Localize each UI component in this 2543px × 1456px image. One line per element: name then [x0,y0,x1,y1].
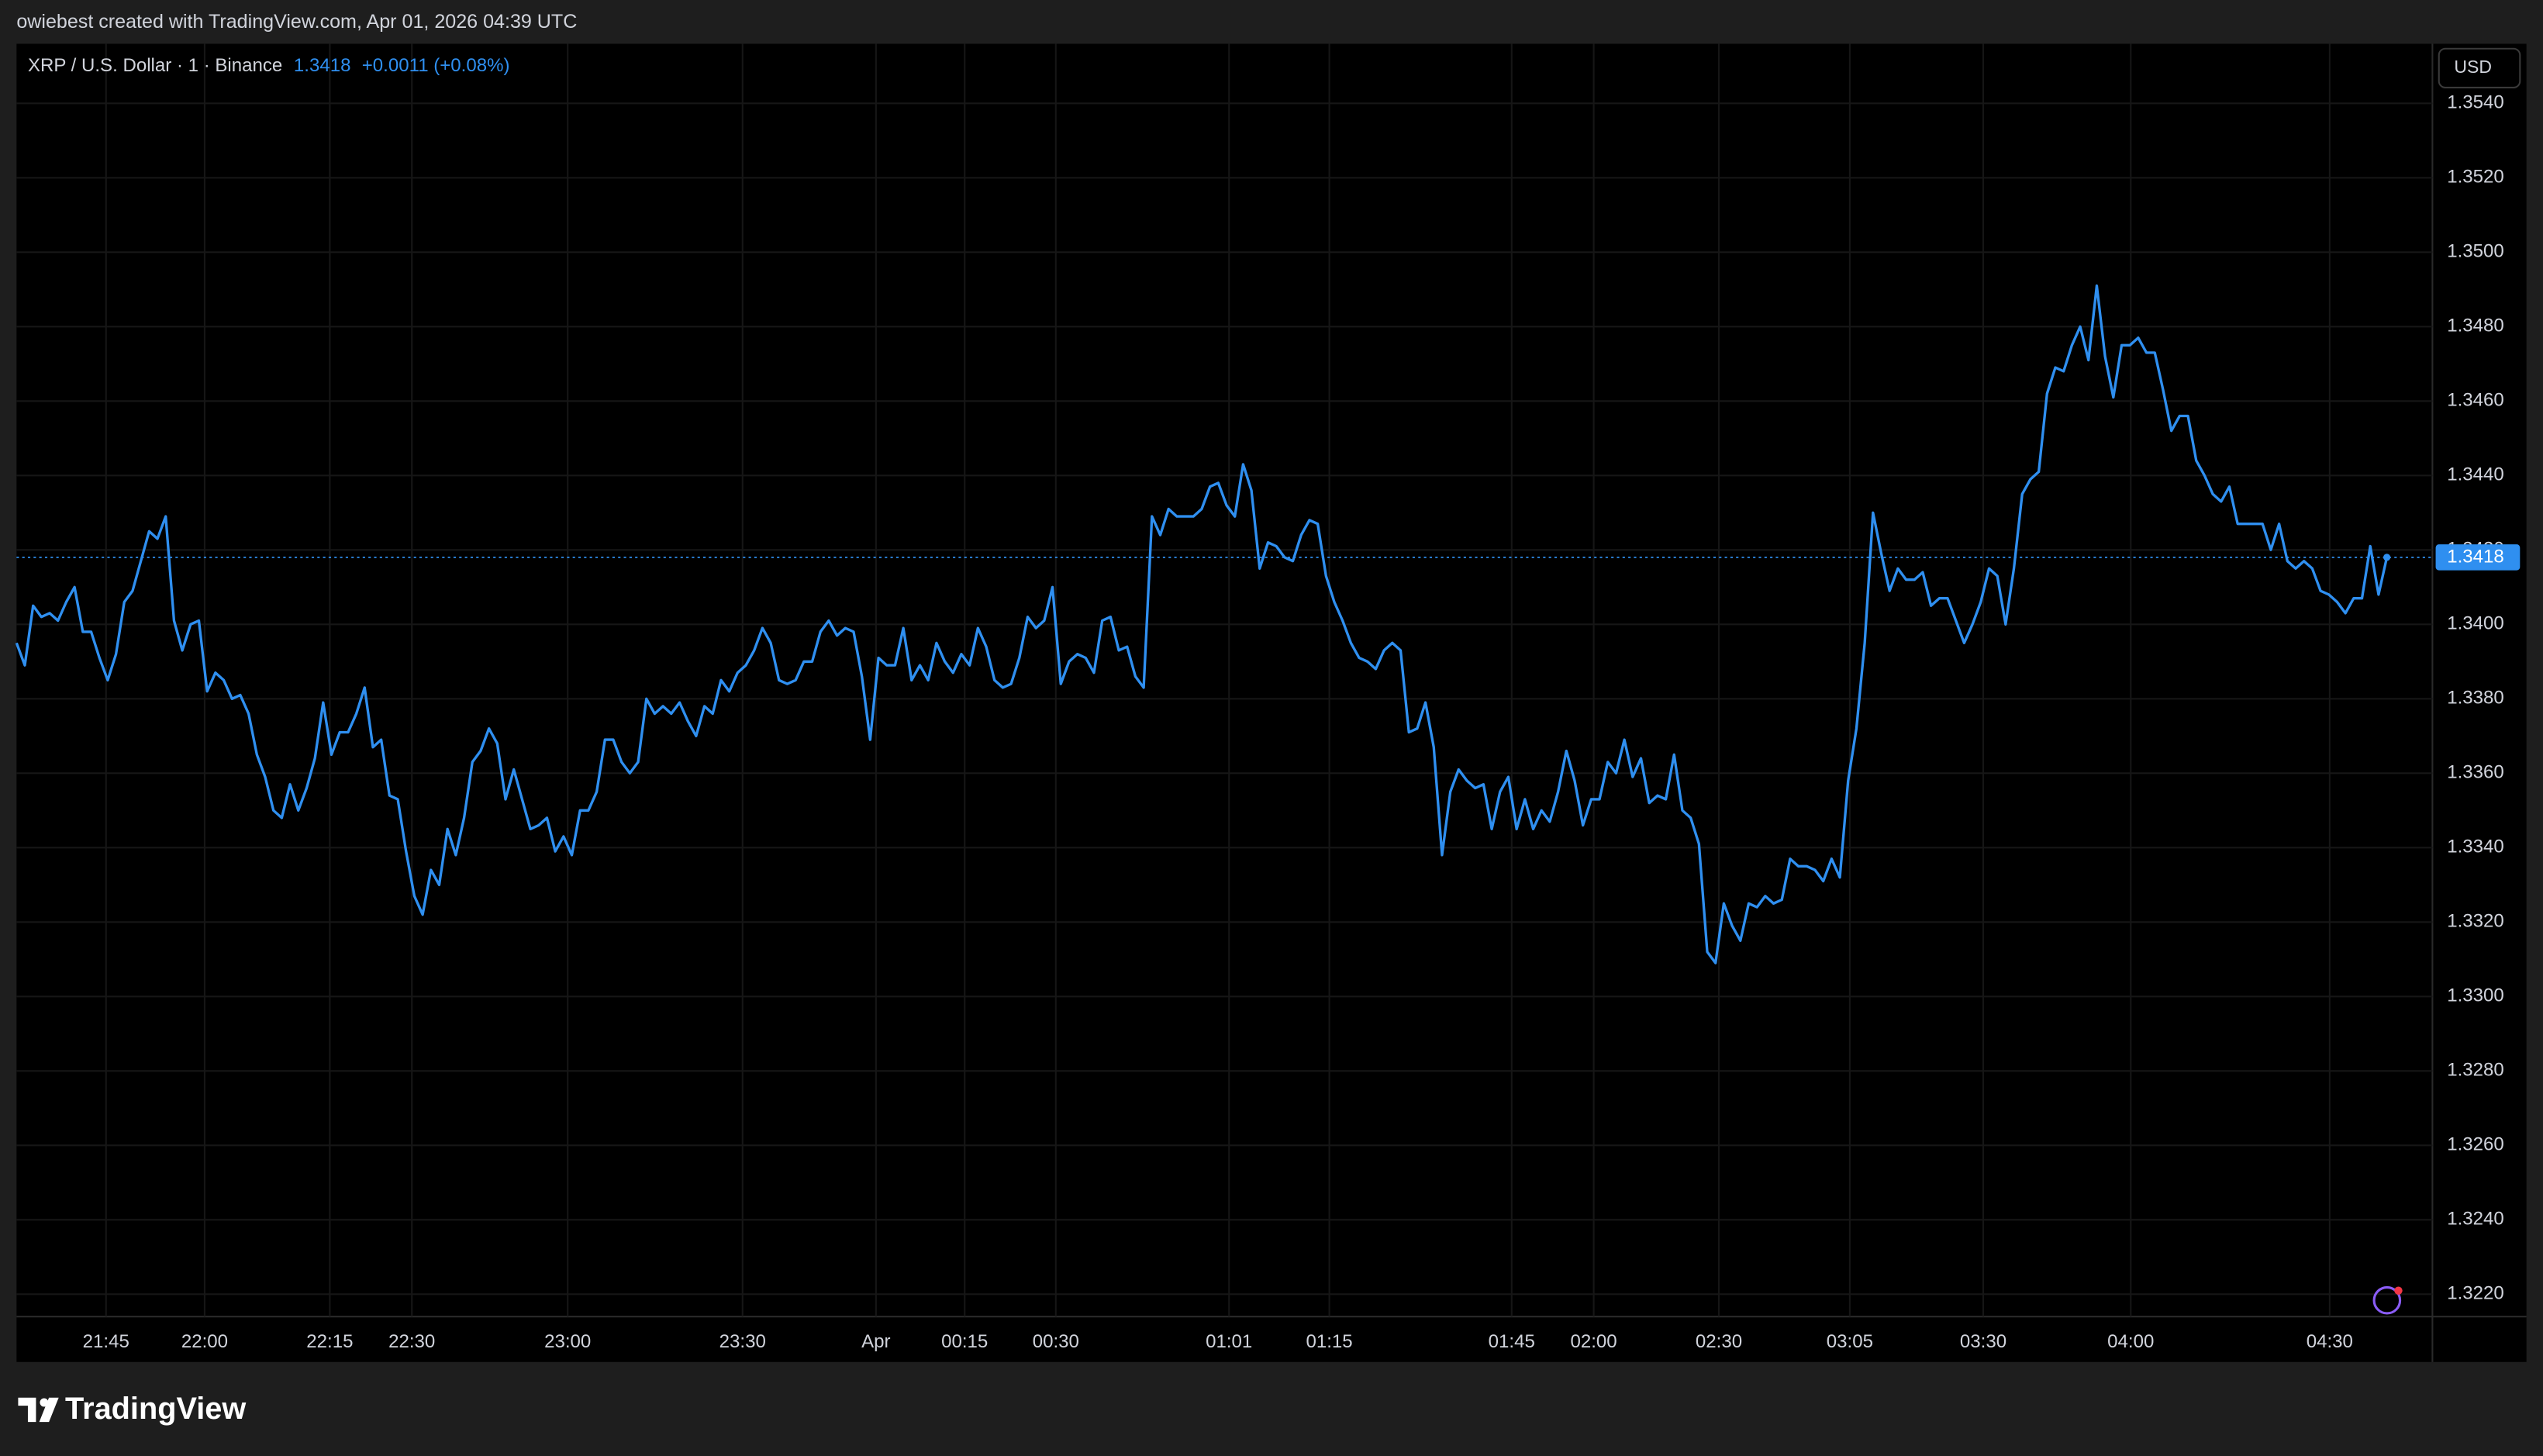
x-tick-label: 02:00 [1570,1331,1617,1352]
icon-ring[interactable] [2372,1285,2402,1315]
y-tick-label: 1.3400 [2447,613,2504,634]
x-tick-label: 01:45 [1489,1331,1535,1352]
last-point [2383,554,2391,561]
x-tick-label: 22:30 [388,1331,435,1352]
y-tick-label: 1.3500 [2447,241,2504,262]
icon-dot[interactable] [2394,1286,2403,1295]
x-tick-label: 01:01 [1206,1331,1252,1352]
price-tag [2435,544,2521,571]
y-tick-label: 1.3300 [2447,985,2504,1006]
x-tick-label: 21:45 [83,1331,129,1352]
y-tick-label: 1.3280 [2447,1060,2504,1081]
last-price: 1.3418 [294,55,351,76]
y-tick-label: 1.3260 [2447,1134,2504,1155]
y-tick-label: 1.3460 [2447,390,2504,411]
price-tag-label: 1.3418 [2447,546,2504,567]
x-tick-label: 22:15 [306,1331,353,1352]
currency-button[interactable] [2438,47,2521,88]
x-tick-label: 23:30 [719,1331,766,1352]
y-tick-label: 1.3360 [2447,762,2504,783]
x-tick-label: Apr [861,1331,890,1352]
price-line [15,284,2389,964]
assistant-icon[interactable] [2372,1285,2403,1315]
currency-label[interactable]: USD [2454,57,2492,77]
x-tick-label: 04:30 [2307,1331,2353,1352]
y-tick-label: 1.3220 [2447,1283,2504,1304]
x-tick-label: 01:15 [1306,1331,1352,1352]
symbol-title: XRP / U.S. Dollar · 1 · Binance [28,55,282,76]
x-tick-label: 02:30 [1696,1331,1742,1352]
y-tick-label: 1.3240 [2447,1209,2504,1230]
x-tick-label: 23:00 [544,1331,591,1352]
y-tick-label: 1.3440 [2447,464,2504,485]
logo-dot [40,1398,49,1407]
x-tick-label: 03:05 [1827,1331,1873,1352]
y-tick-label: 1.3380 [2447,688,2504,709]
x-tick-label: 00:15 [941,1331,988,1352]
grid [16,43,2433,1317]
x-tick-label: 03:30 [1960,1331,2006,1352]
header-text: owiebest created with TradingView.com, A… [16,11,577,33]
y-tick-label: 1.3340 [2447,837,2504,857]
y-tick-label: 1.3520 [2447,167,2504,188]
y-tick-label: 1.3320 [2447,911,2504,932]
x-tick-label: 00:30 [1033,1331,1079,1352]
logo-text: TradingView [65,1392,246,1426]
price-change: +0.0011 (+0.08%) [362,55,510,76]
y-tick-label: 1.3480 [2447,316,2504,336]
x-tick-label: 22:00 [181,1331,228,1352]
x-tick-label: 04:00 [2107,1331,2154,1352]
y-tick-label: 1.3540 [2447,92,2504,113]
chart-panel [16,43,2527,1362]
logo-mark [18,1397,59,1423]
logo: TradingView [18,1392,246,1426]
plot [15,284,2433,964]
